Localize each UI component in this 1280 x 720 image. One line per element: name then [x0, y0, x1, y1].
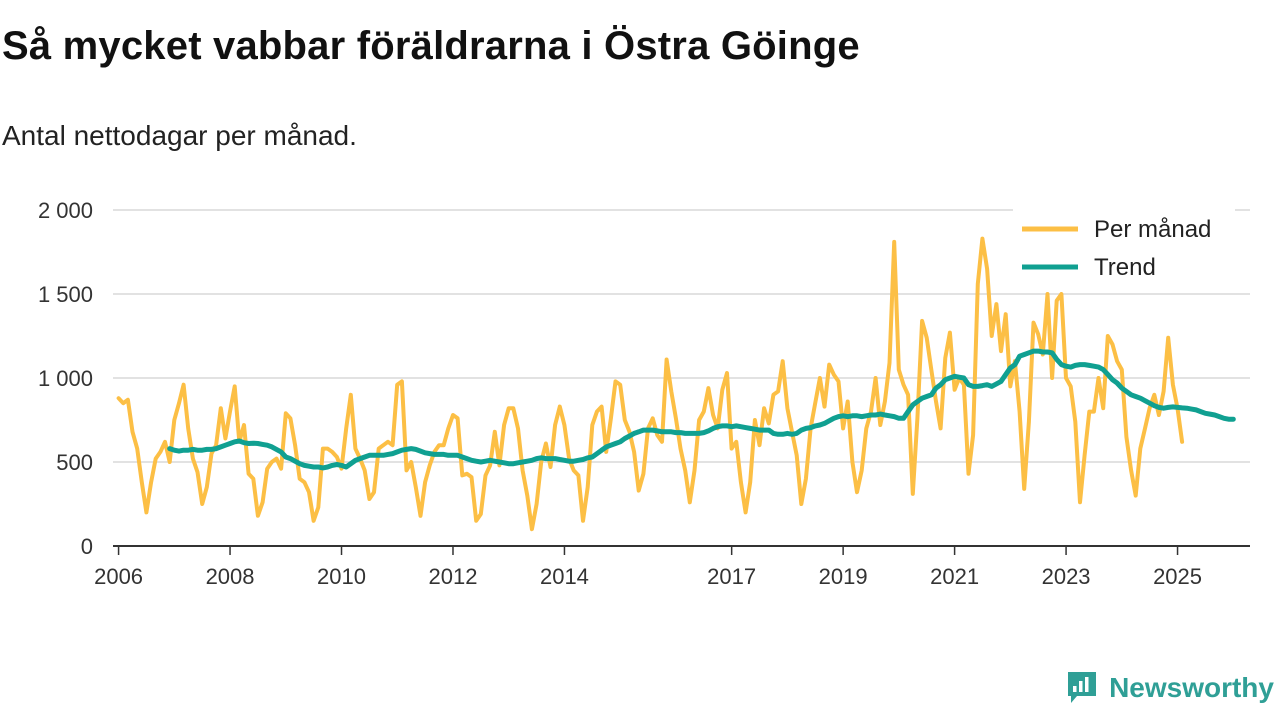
- x-tick-label: 2014: [540, 564, 589, 589]
- x-tick-label: 2012: [429, 564, 478, 589]
- series-line-per-manad: [116, 236, 1185, 532]
- legend: Per månad Trend: [1013, 208, 1235, 292]
- y-tick-label: 1 500: [38, 282, 93, 307]
- x-tick-label: 2017: [707, 564, 756, 589]
- x-tick-label: 2010: [317, 564, 366, 589]
- x-axis-ticks: 2006 2008 2010 2012 2014 2017 2019 2021 2023 2025: [94, 546, 1202, 589]
- y-tick-label: 1 000: [38, 366, 93, 391]
- y-tick-label: 500: [56, 450, 93, 475]
- legend-background: [1013, 208, 1235, 292]
- x-tick-label: 2025: [1153, 564, 1202, 589]
- series-group: [116, 236, 1236, 532]
- chart-title: Så mycket vabbar föräldrarna i Östra Göi…: [2, 24, 860, 68]
- y-axis-ticks: 0 500 1 000 1 500 2 000: [38, 198, 93, 559]
- brand-name: Newsworthy: [1109, 672, 1274, 703]
- x-tick-label: 2008: [206, 564, 255, 589]
- x-tick-label: 2006: [94, 564, 143, 589]
- legend-label: Trend: [1094, 254, 1156, 281]
- x-tick-label: 2023: [1042, 564, 1091, 589]
- brand: Newsworthy: [1065, 670, 1274, 706]
- y-tick-label: 0: [81, 534, 93, 559]
- x-tick-label: 2021: [930, 564, 979, 589]
- y-tick-label: 2 000: [38, 198, 93, 223]
- chart-subtitle: Antal nettodagar per månad.: [2, 120, 357, 151]
- newsworthy-logo-icon: [1068, 672, 1097, 703]
- legend-label: Per månad: [1094, 216, 1211, 243]
- series-line-trend: [167, 348, 1236, 471]
- x-tick-label: 2019: [819, 564, 868, 589]
